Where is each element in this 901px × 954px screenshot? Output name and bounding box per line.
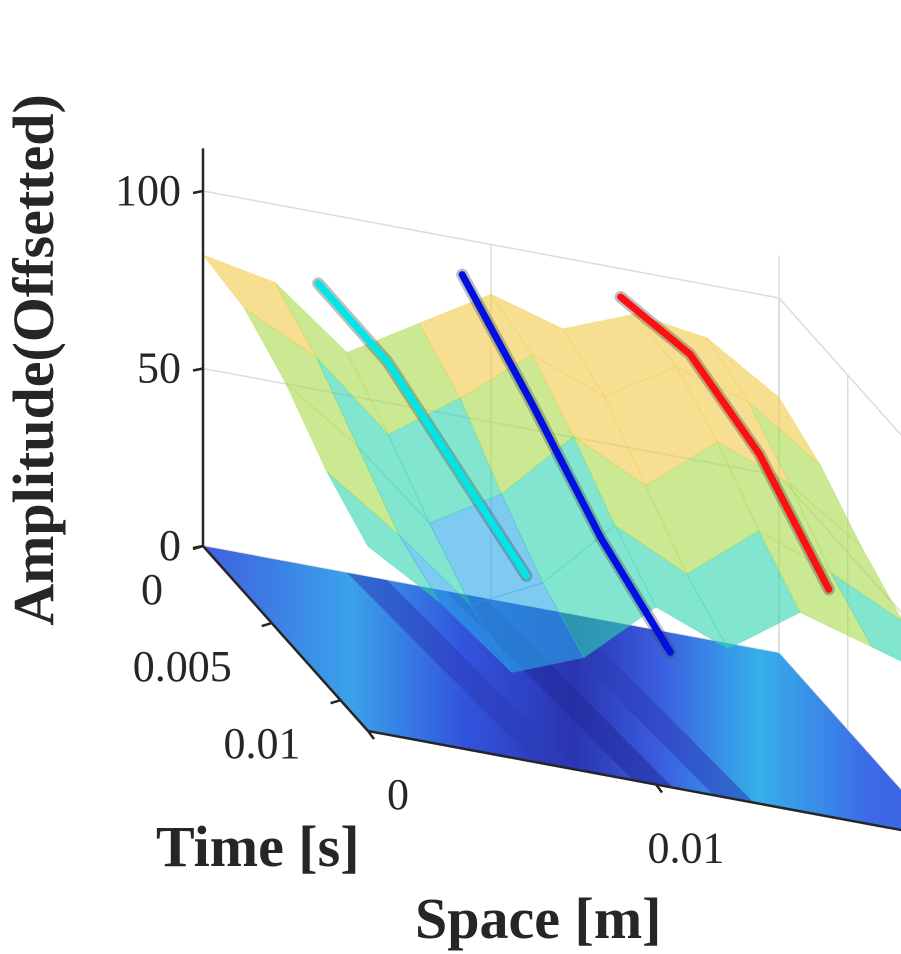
surface-mesh — [201, 253, 901, 674]
z-tick-mark — [192, 189, 204, 195]
series-1-line — [458, 271, 674, 656]
series-curves — [312, 268, 835, 659]
surface-patch — [789, 483, 901, 621]
x-tick-mark — [367, 730, 375, 740]
z-tick-mark — [192, 367, 204, 372]
y-tick-mark — [261, 621, 273, 628]
y-axis-label: Time [s] — [156, 814, 360, 879]
x-tick-label: 0.01 — [648, 824, 725, 873]
y-tick-label: 0 — [141, 565, 163, 614]
series-0-line — [314, 279, 530, 580]
floor-band — [347, 572, 576, 770]
series-2-line — [617, 293, 833, 593]
surface-patch — [706, 337, 821, 466]
y-tick-mark — [330, 698, 341, 705]
y-tick-label: 0.01 — [224, 719, 301, 768]
x-tick-label: 0 — [387, 770, 409, 819]
z-tick-label: 50 — [137, 344, 181, 393]
z-tick-mark — [192, 544, 204, 550]
z-axis-label: Amplitude(Offsetted) — [1, 94, 66, 626]
x-tick-mark — [655, 783, 663, 794]
surface-patch — [830, 572, 901, 662]
y-tick-label: 0.005 — [133, 642, 232, 691]
z-tick-label: 100 — [115, 166, 181, 215]
x-axis-label: Space [m] — [415, 886, 661, 951]
z-tick-label: 0 — [159, 521, 181, 570]
axis-lines — [192, 148, 901, 832]
